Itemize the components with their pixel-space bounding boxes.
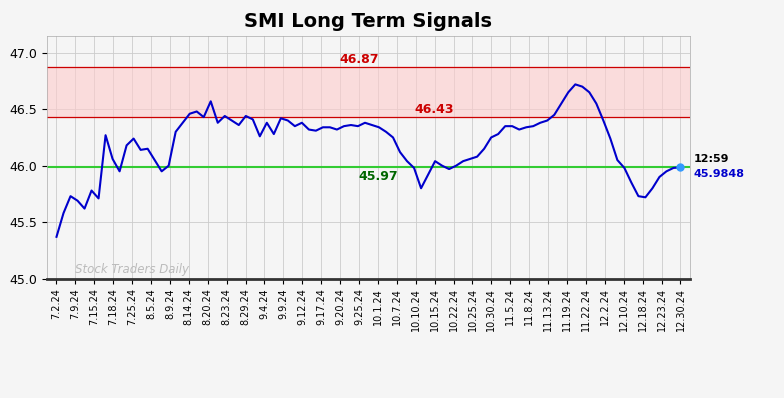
Text: 12:59: 12:59 <box>694 154 729 164</box>
Text: 46.43: 46.43 <box>415 103 455 116</box>
Bar <box>47 67 690 117</box>
Text: 45.97: 45.97 <box>358 170 397 183</box>
Text: 46.87: 46.87 <box>339 53 379 66</box>
Title: SMI Long Term Signals: SMI Long Term Signals <box>245 12 492 31</box>
Point <box>674 164 687 171</box>
Text: 45.9848: 45.9848 <box>694 169 745 179</box>
Text: Stock Traders Daily: Stock Traders Daily <box>75 263 190 276</box>
